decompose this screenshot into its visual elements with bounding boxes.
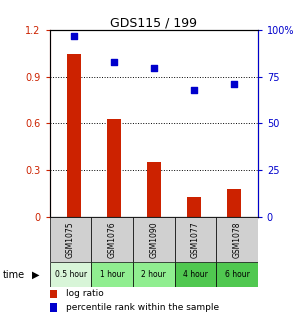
- Text: log ratio: log ratio: [66, 289, 103, 298]
- Point: [192, 87, 196, 93]
- Point: [231, 82, 236, 87]
- Text: 6 hour: 6 hour: [225, 270, 249, 279]
- Point: [71, 33, 76, 39]
- Bar: [133, 262, 175, 287]
- Bar: [50, 290, 57, 298]
- Bar: [107, 119, 121, 217]
- Bar: [67, 53, 81, 217]
- Text: 4 hour: 4 hour: [183, 270, 208, 279]
- Bar: [216, 217, 258, 262]
- Bar: [50, 262, 91, 287]
- Bar: [227, 189, 241, 217]
- Text: GSM1075: GSM1075: [66, 221, 75, 258]
- Bar: [133, 217, 175, 262]
- Text: GSM1078: GSM1078: [233, 221, 241, 258]
- Text: GSM1077: GSM1077: [191, 221, 200, 258]
- Text: GSM1090: GSM1090: [149, 221, 158, 258]
- Text: 2 hour: 2 hour: [142, 270, 166, 279]
- Bar: [175, 262, 216, 287]
- Bar: [187, 197, 201, 217]
- Bar: [91, 262, 133, 287]
- Title: GDS115 / 199: GDS115 / 199: [110, 16, 197, 29]
- Text: percentile rank within the sample: percentile rank within the sample: [66, 303, 219, 312]
- Bar: [50, 217, 91, 262]
- Text: time: time: [3, 270, 25, 280]
- Bar: [50, 303, 57, 311]
- Text: ▶: ▶: [32, 270, 40, 280]
- Text: 0.5 hour: 0.5 hour: [54, 270, 87, 279]
- Bar: [91, 217, 133, 262]
- Point: [151, 65, 156, 70]
- Bar: [216, 262, 258, 287]
- Point: [111, 59, 116, 65]
- Text: GSM1076: GSM1076: [108, 221, 117, 258]
- Bar: [147, 162, 161, 217]
- Text: 1 hour: 1 hour: [100, 270, 125, 279]
- Bar: [175, 217, 216, 262]
